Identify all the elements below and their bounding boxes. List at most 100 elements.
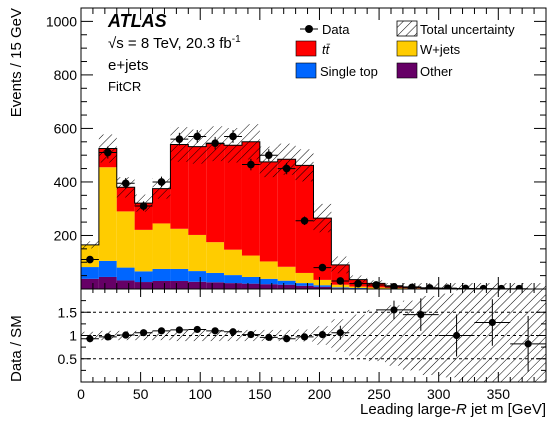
ratio-point	[175, 326, 183, 334]
data-point	[139, 202, 148, 210]
bar-ttbar	[188, 146, 207, 235]
data-point	[318, 263, 327, 272]
bar-ttbar	[241, 141, 260, 256]
ratio-point	[86, 335, 94, 343]
ratio-point	[265, 333, 273, 341]
bar-single-top	[206, 272, 225, 283]
data-point	[157, 178, 166, 186]
bar-wjets	[116, 211, 135, 268]
legend-uncertainty-label: Total uncertainty	[420, 22, 515, 37]
ratio-y-tick-label: 1	[69, 328, 77, 344]
bar-wjets	[206, 242, 225, 273]
data-point	[479, 284, 488, 289]
data-point	[354, 279, 363, 288]
x-axis-label: Leading large-R jet m [GeV]	[360, 401, 546, 418]
ratio-point	[157, 327, 166, 335]
bar-wjets	[295, 272, 314, 284]
bar-single-top	[81, 267, 99, 279]
legend: Data Total uncertainty tt̄ W+jets Single…	[295, 20, 515, 79]
bar-other	[116, 280, 135, 289]
energy-label: √s = 8 TeV, 20.3 fb-1	[108, 34, 241, 52]
data-point	[515, 284, 523, 289]
data-point	[282, 164, 291, 173]
data-point	[497, 284, 506, 289]
x-tick-label: 350	[487, 386, 511, 402]
uncertainty-band	[259, 146, 278, 178]
legend-other-swatch	[396, 62, 418, 79]
energy-superscript: -1	[232, 34, 241, 45]
bar-wjets	[170, 228, 189, 269]
bar-single-top	[170, 268, 189, 281]
bar-single-top	[152, 268, 171, 281]
y-tick-label: 400	[54, 174, 78, 190]
legend-wjets-label: W+jets	[420, 42, 461, 57]
legend-uncertainty-swatch	[396, 20, 418, 37]
legend-single-top-label: Single top	[320, 64, 378, 79]
bar-single-top	[134, 271, 153, 283]
bar-other	[81, 278, 99, 289]
bar-other	[170, 280, 189, 289]
data-point	[86, 255, 94, 264]
ratio-y-axis-label: Data / SM	[8, 315, 25, 382]
data-point	[372, 281, 380, 289]
data-point	[390, 283, 398, 289]
data-point	[175, 135, 184, 143]
bar-single-top	[188, 271, 207, 282]
uncertainty-band	[81, 241, 99, 249]
bar-single-top	[116, 267, 135, 281]
bar-ttbar	[206, 143, 225, 243]
bar-ttbar	[259, 161, 278, 262]
ratio-point	[452, 331, 461, 340]
bar-single-top	[259, 278, 278, 285]
legend-ttbar-label: tt̄	[322, 42, 331, 57]
x-tick-label: 150	[248, 386, 272, 402]
uncertainty-band	[241, 124, 260, 160]
uncertainty-band	[188, 129, 207, 164]
uncertainty-band	[295, 149, 314, 182]
bar-single-top	[224, 275, 242, 284]
data-point	[443, 284, 452, 289]
legend-other-label: Other	[420, 64, 453, 79]
bar-ttbar	[277, 159, 296, 267]
uncertainty-band	[152, 178, 171, 199]
data-point	[121, 179, 130, 188]
ratio-point	[193, 325, 201, 334]
data-point	[300, 216, 309, 225]
y-tick-label: 800	[54, 67, 78, 83]
data-point	[229, 132, 237, 141]
bar-single-top	[313, 285, 332, 287]
bar-single-top	[349, 287, 368, 289]
data-point	[211, 139, 219, 147]
x-tick-label: 50	[133, 386, 149, 402]
bar-ttbar	[313, 218, 332, 280]
region-label: FitCR	[108, 79, 141, 94]
bar-single-top	[295, 283, 314, 286]
uncertainty-band	[313, 203, 332, 233]
x-axis-label-prefix: Leading large-	[360, 401, 456, 418]
legend-data-label: Data	[322, 22, 350, 37]
bar-other	[277, 284, 296, 289]
data-point	[247, 160, 255, 169]
ratio-point	[122, 331, 130, 339]
ratio-point	[524, 340, 532, 348]
bar-wjets	[98, 167, 117, 261]
bar-other	[259, 284, 278, 289]
legend-ttbar-swatch	[295, 40, 317, 57]
data-point	[264, 151, 273, 159]
y-axis-label: Events / 15 GeV	[8, 8, 25, 117]
main-axes: 200 400 600 800 1000	[46, 8, 546, 289]
y-tick-label: 200	[54, 227, 78, 243]
x-tick-label: 200	[308, 386, 332, 402]
energy-text: √s = 8 TeV, 20.3 fb	[108, 35, 232, 52]
ratio-point	[139, 329, 148, 337]
legend-wjets-swatch	[396, 40, 418, 57]
bar-ttbar	[224, 145, 242, 250]
bar-single-top	[241, 276, 260, 284]
uncertainty-band	[331, 256, 350, 274]
legend-data-marker	[305, 25, 313, 33]
ratio-panel-plot	[81, 289, 546, 382]
ratio-point	[318, 330, 327, 339]
ratio-point	[488, 318, 496, 327]
ratio-point	[211, 327, 219, 335]
ratio-point	[247, 330, 255, 339]
